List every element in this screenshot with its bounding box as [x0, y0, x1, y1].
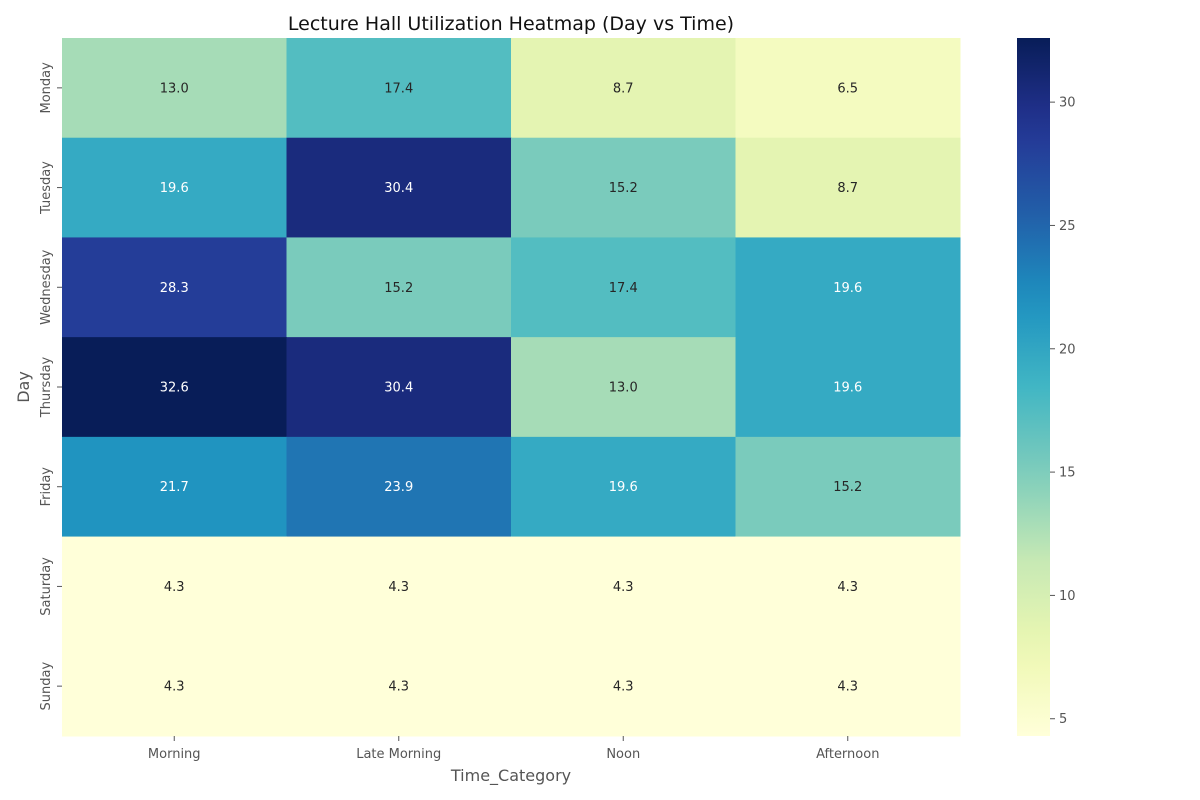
cell-value-label: 4.3	[164, 580, 185, 595]
heatmap-cell-wednesday-afternoon	[735, 237, 961, 338]
y-tick-label: Thursday	[39, 356, 54, 418]
heatmap-cell-monday-afternoon	[735, 38, 961, 139]
heatmap-cell-thursday-morning	[62, 337, 287, 438]
colorbar-tick-label: 15	[1059, 466, 1076, 481]
cell-value-label: 4.3	[164, 680, 185, 695]
x-tick-label: Noon	[606, 747, 640, 762]
heatmap-cell-sunday-late-morning	[286, 636, 512, 737]
x-tick-label: Morning	[148, 747, 201, 762]
cell-value-label: 15.2	[384, 281, 413, 296]
heatmap-cell-monday-noon	[511, 38, 736, 139]
heatmap-cell-saturday-late-morning	[286, 536, 512, 637]
cell-value-label: 15.2	[833, 480, 862, 495]
cell-value-label: 4.3	[613, 580, 634, 595]
y-tick-label: Tuesday	[39, 161, 54, 215]
heatmap-cell-thursday-late-morning	[286, 337, 512, 438]
heatmap-cell-saturday-noon	[511, 536, 736, 637]
heatmap-cells	[62, 38, 961, 737]
cell-value-label: 19.6	[160, 181, 189, 196]
heatmap-cell-tuesday-noon	[511, 137, 736, 238]
heatmap-cell-friday-morning	[62, 436, 287, 538]
heatmap-cell-saturday-morning	[62, 536, 287, 637]
heatmap-cell-monday-late-morning	[286, 38, 512, 139]
cell-value-label: 4.3	[837, 580, 858, 595]
heatmap-cell-sunday-noon	[511, 636, 736, 737]
cell-value-label: 4.3	[837, 680, 858, 695]
y-tick-label: Sunday	[39, 662, 54, 711]
cell-value-label: 32.6	[160, 381, 189, 396]
y-tick-label: Monday	[39, 62, 54, 114]
heatmap-cell-wednesday-late-morning	[286, 237, 512, 338]
y-tick-label: Saturday	[39, 557, 54, 616]
heatmap-cell-friday-late-morning	[286, 436, 512, 538]
heatmap-cell-sunday-morning	[62, 636, 287, 737]
cell-value-label: 19.6	[833, 381, 862, 396]
cell-value-label: 4.3	[613, 680, 634, 695]
cell-value-label: 19.6	[609, 480, 638, 495]
cell-value-label: 4.3	[388, 580, 409, 595]
heatmap-cell-thursday-noon	[511, 337, 736, 438]
colorbar-tick-label: 5	[1059, 712, 1067, 727]
colorbar-tick-label: 25	[1059, 219, 1076, 234]
y-tick-label: Friday	[39, 467, 54, 507]
heatmap-cell-wednesday-noon	[511, 237, 736, 338]
colorbar-gradient	[1017, 38, 1050, 736]
cell-value-label: 30.4	[384, 381, 413, 396]
chart-title: Lecture Hall Utilization Heatmap (Day vs…	[288, 13, 734, 35]
cell-value-label: 15.2	[609, 181, 638, 196]
y-tick-label: Wednesday	[39, 249, 54, 325]
cell-value-label: 17.4	[609, 281, 638, 296]
heatmap-cell-tuesday-morning	[62, 137, 287, 238]
cell-value-label: 21.7	[160, 480, 189, 495]
cell-value-label: 17.4	[384, 81, 413, 96]
heatmap-cell-tuesday-late-morning	[286, 137, 512, 238]
cell-value-label: 8.7	[613, 81, 634, 96]
cell-value-label: 4.3	[388, 680, 409, 695]
cell-value-label: 30.4	[384, 181, 413, 196]
heatmap-cell-sunday-afternoon	[735, 636, 961, 737]
x-axis-ticks: Morning Late Morning Noon Afternoon	[148, 736, 879, 762]
colorbar-tick-label: 10	[1059, 589, 1076, 604]
heatmap-cell-tuesday-afternoon	[735, 137, 961, 238]
cell-value-label: 6.5	[837, 81, 858, 96]
heatmap-cell-friday-afternoon	[735, 436, 961, 538]
cell-value-label: 13.0	[609, 381, 638, 396]
cell-value-label: 23.9	[384, 480, 413, 495]
x-tick-label: Late Morning	[356, 747, 441, 762]
cell-value-label: 28.3	[160, 281, 189, 296]
cell-value-label: 19.6	[833, 281, 862, 296]
y-axis-label: Day	[14, 371, 33, 403]
colorbar: 5 10 15 20 25 30	[1017, 38, 1076, 736]
heatmap-cell-monday-morning	[62, 38, 287, 139]
colorbar-tick-label: 20	[1059, 342, 1076, 357]
heatmap-cell-wednesday-morning	[62, 237, 287, 338]
x-axis-label: Time_Category	[450, 766, 571, 786]
x-tick-label: Afternoon	[816, 747, 879, 762]
heatmap-cell-saturday-afternoon	[735, 536, 961, 637]
y-axis-ticks: Monday Tuesday Wednesday Thursday Friday Satu…	[39, 62, 62, 711]
cell-value-labels: 13.0 17.4 8.7 6.5 19.6 30.4 15.2 8.7 28.3 15.2 17.…	[160, 81, 862, 694]
colorbar-tick-label: 30	[1059, 96, 1076, 111]
heatmap-cell-friday-noon	[511, 436, 736, 538]
heatmap-cell-thursday-afternoon	[735, 337, 961, 438]
cell-value-label: 8.7	[837, 181, 858, 196]
cell-value-label: 13.0	[160, 81, 189, 96]
